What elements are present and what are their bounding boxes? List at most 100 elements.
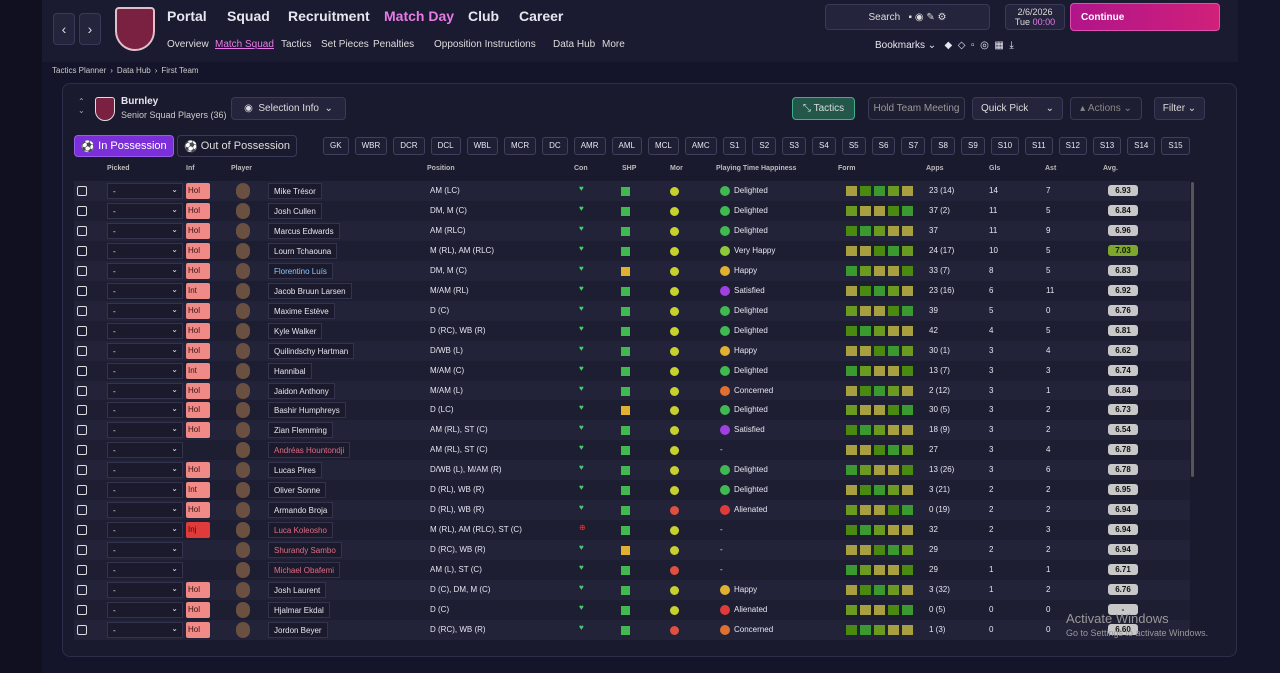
- crumb[interactable]: First Team: [161, 66, 199, 75]
- player-row[interactable]: - ⌄ Inj Luca Koleosho M (RL), AM (RLC), ST (…: [74, 520, 1190, 541]
- checkbox[interactable]: [77, 345, 87, 356]
- menu-item[interactable]: Club: [468, 8, 500, 24]
- checkbox[interactable]: [77, 205, 87, 216]
- player-name[interactable]: Kyle Walker: [268, 322, 323, 339]
- column-header[interactable]: Position: [427, 165, 455, 172]
- position-button[interactable]: S1: [722, 137, 747, 155]
- checkbox[interactable]: [77, 525, 87, 536]
- column-header[interactable]: Avg.: [1103, 165, 1118, 172]
- player-name[interactable]: Luca Koleosho: [268, 522, 333, 539]
- player-row[interactable]: - ⌄ Hol Zian Flemming AM (RL), ST (C) ♥ Satisf…: [74, 420, 1190, 441]
- picked-dropdown[interactable]: - ⌄: [107, 382, 183, 399]
- player-name[interactable]: Hjalmar Ekdal: [268, 601, 330, 618]
- picked-dropdown[interactable]: - ⌄: [107, 621, 183, 638]
- position-button[interactable]: S14: [1127, 137, 1156, 155]
- picked-dropdown[interactable]: - ⌄: [107, 183, 183, 199]
- picked-dropdown[interactable]: - ⌄: [107, 482, 183, 499]
- checkbox[interactable]: [77, 545, 87, 556]
- player-name[interactable]: Lucas Pires: [268, 462, 322, 479]
- position-button[interactable]: S10: [990, 137, 1020, 155]
- picked-dropdown[interactable]: - ⌄: [107, 442, 183, 459]
- collapse-icon[interactable]: ⌃ ⌄: [78, 97, 85, 115]
- crumb[interactable]: Tactics Planner: [52, 66, 107, 75]
- column-header[interactable]: SHP: [622, 165, 637, 172]
- picked-dropdown[interactable]: - ⌄: [107, 502, 183, 519]
- player-row[interactable]: - ⌄ Michael Obafemi AM (L), ST (C) ♥ -29 1 1 6.7…: [74, 560, 1190, 581]
- player-name[interactable]: Oliver Sonne: [268, 482, 327, 499]
- column-header[interactable]: Playing Time Happiness: [716, 165, 797, 172]
- menu-item[interactable]: Portal: [167, 8, 207, 24]
- checkbox[interactable]: [77, 604, 87, 615]
- checkbox[interactable]: [77, 305, 87, 316]
- picked-dropdown[interactable]: - ⌄: [107, 282, 183, 299]
- picked-dropdown[interactable]: - ⌄: [107, 242, 183, 259]
- picked-dropdown[interactable]: - ⌄: [107, 402, 183, 419]
- checkbox[interactable]: [77, 505, 87, 516]
- player-row[interactable]: - ⌄ Int Jacob Bruun Larsen M/AM (RL) ♥ Satisfi…: [74, 280, 1190, 301]
- player-row[interactable]: - ⌄ Hol Hjalmar Ekdal D (C) ♥ Alienated 0 (5) 0 0…: [74, 599, 1190, 620]
- position-button[interactable]: S15: [1161, 137, 1190, 155]
- player-name[interactable]: Michael Obafemi: [268, 562, 341, 579]
- picked-dropdown[interactable]: - ⌄: [107, 202, 183, 219]
- player-row[interactable]: - ⌄ Hol Lucas Pires D/WB (L), M/AM (R) ♥ Delig…: [74, 460, 1190, 481]
- actions-button[interactable]: ▴ Actions ⌄: [1070, 97, 1142, 120]
- picked-dropdown[interactable]: - ⌄: [107, 342, 183, 359]
- checkbox[interactable]: [77, 285, 87, 296]
- position-button[interactable]: S3: [782, 137, 807, 155]
- position-button[interactable]: DCR: [393, 137, 425, 155]
- player-name[interactable]: Zian Flemming: [268, 422, 333, 439]
- picked-dropdown[interactable]: - ⌄: [107, 322, 183, 339]
- scrollbar[interactable]: [1191, 182, 1194, 477]
- checkbox[interactable]: [77, 624, 87, 635]
- hold-meeting-button[interactable]: Hold Team Meeting: [868, 97, 965, 120]
- search-box[interactable]: Search ▪ ◉ ✎ ⚙: [825, 4, 990, 30]
- player-row[interactable]: - ⌄ Hol Jordon Beyer D (RC), WB (R) ♥ Concerne…: [74, 619, 1190, 640]
- player-row[interactable]: - ⌄ Hol Quilindschy Hartman D/WB (L) ♥ Happy 30…: [74, 340, 1190, 361]
- crumb[interactable]: Data Hub: [116, 66, 151, 75]
- player-name[interactable]: Shurandy Sambo: [268, 542, 342, 559]
- player-name[interactable]: Josh Laurent: [268, 582, 327, 598]
- player-row[interactable]: - ⌄ Hol Lourn Tchaouna M (RL), AM (RLC) ♥ Very…: [74, 240, 1190, 261]
- player-name[interactable]: Hannibal: [268, 362, 312, 379]
- checkbox[interactable]: [77, 565, 87, 576]
- player-row[interactable]: - ⌄ Hol Bashir Humphreys D (LC) ♥ Delighted 30 …: [74, 400, 1190, 421]
- player-row[interactable]: - ⌄ Hol Kyle Walker D (RC), WB (R) ♥ Delighted…: [74, 320, 1190, 341]
- checkbox[interactable]: [77, 585, 87, 595]
- submenu-item[interactable]: Set Pieces: [321, 39, 369, 50]
- position-button[interactable]: AMR: [573, 137, 606, 155]
- position-button[interactable]: S2: [752, 137, 777, 155]
- continue-button[interactable]: Continue: [1070, 3, 1220, 31]
- player-name[interactable]: Josh Cullen: [268, 202, 322, 219]
- date-box[interactable]: 2/6/2026 Tue 00:00: [1005, 4, 1065, 30]
- checkbox[interactable]: [77, 445, 87, 456]
- menu-item[interactable]: Career: [519, 8, 564, 24]
- column-header[interactable]: Picked: [107, 165, 130, 172]
- checkbox[interactable]: [77, 225, 87, 236]
- picked-dropdown[interactable]: - ⌄: [107, 562, 183, 579]
- submenu-item[interactable]: Opposition Instructions: [434, 39, 536, 50]
- position-button[interactable]: S7: [901, 137, 926, 155]
- player-row[interactable]: - ⌄ Hol Josh Laurent D (C), DM, M (C) ♥ Happy 3…: [74, 580, 1190, 600]
- player-row[interactable]: - ⌄ Hol Mike Trésor AM (LC) ♥ Delighted 23 (14)…: [74, 181, 1190, 201]
- picked-dropdown[interactable]: - ⌄: [107, 422, 183, 439]
- picked-dropdown[interactable]: - ⌄: [107, 542, 183, 559]
- player-row[interactable]: - ⌄ Int Oliver Sonne D (RL), WB (R) ♥ Delighte…: [74, 480, 1190, 501]
- quick-pick-button[interactable]: Quick Pick ⌄: [972, 97, 1063, 120]
- column-header[interactable]: Mor: [670, 165, 683, 172]
- player-name[interactable]: Lourn Tchaouna: [268, 242, 338, 259]
- position-button[interactable]: S12: [1058, 137, 1087, 155]
- position-button[interactable]: WBR: [354, 137, 388, 155]
- menu-item[interactable]: Recruitment: [288, 8, 370, 24]
- menu-item[interactable]: Squad: [227, 8, 270, 24]
- position-button[interactable]: MCR: [503, 137, 537, 155]
- picked-dropdown[interactable]: - ⌄: [107, 462, 183, 479]
- tactics-button[interactable]: ⤡ Tactics: [792, 97, 855, 120]
- position-button[interactable]: GK: [323, 137, 349, 155]
- checkbox[interactable]: [77, 485, 87, 496]
- forward-button[interactable]: ›: [79, 13, 101, 45]
- back-button[interactable]: ‹: [53, 13, 75, 45]
- position-button[interactable]: S5: [841, 137, 866, 155]
- submenu-item[interactable]: Overview: [167, 39, 209, 50]
- checkbox[interactable]: [77, 265, 87, 276]
- position-button[interactable]: S6: [871, 137, 896, 155]
